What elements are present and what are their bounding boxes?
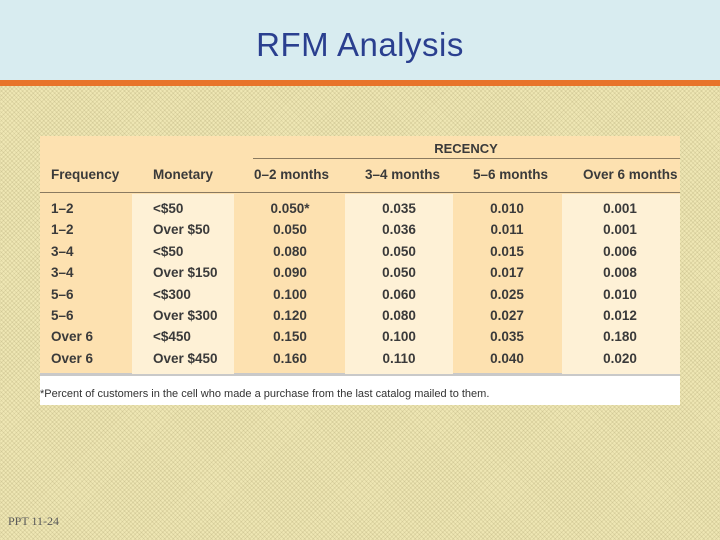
slide-title: RFM Analysis [256, 26, 464, 63]
cell-3-4-months: 0.080 [382, 308, 416, 323]
cell-monetary: <$300 [153, 286, 191, 302]
cell-0-2-months: 0.050 [273, 222, 307, 238]
table-figure: RECENCY Frequency Monetary 0–2 months 3–… [40, 136, 680, 405]
cell-5-6-months: 0.025 [490, 286, 524, 302]
cell-0-2-months: 0.090 [273, 265, 307, 281]
column-band-over-6-months [562, 194, 680, 374]
cell-monetary: <$50 [153, 243, 184, 259]
cell-over-6-months: 0.020 [603, 350, 637, 366]
cell-3-4-months: 0.050 [382, 265, 416, 281]
recency-underline [253, 158, 680, 159]
cell-over-6-months: 0.006 [603, 243, 637, 259]
slide-header: RFM Analysis [0, 0, 720, 80]
cell-0-2-months: 0.100 [273, 286, 307, 302]
cell-5-6-months: 0.015 [490, 243, 524, 259]
column-header-3-4-months: 3–4 months [365, 167, 441, 182]
column-header-frequency: Frequency [51, 167, 120, 182]
cell-5-6-months: 0.011 [490, 222, 524, 238]
cell-frequency: 5–6 [51, 308, 74, 323]
cell-frequency: 3–4 [51, 265, 74, 281]
cell-5-6-months: 0.010 [490, 201, 524, 216]
cell-frequency: Over 6 [51, 329, 94, 345]
column-header-over-6-months: Over 6 months [583, 167, 678, 182]
cell-over-6-months: 0.008 [603, 265, 637, 281]
cell-monetary: <$450 [153, 329, 191, 345]
cell-3-4-months: 0.036 [382, 222, 416, 238]
column-header-5-6-months: 5–6 months [473, 167, 549, 182]
header-rule [40, 192, 680, 193]
cell-0-2-months: 0.050* [270, 201, 310, 216]
cell-3-4-months: 0.060 [382, 286, 416, 302]
cell-frequency: 1–2 [51, 201, 74, 216]
cell-over-6-months: 0.180 [603, 329, 637, 345]
cell-frequency: Over 6 [51, 350, 94, 366]
cell-0-2-months: 0.150 [273, 329, 307, 345]
cell-monetary: Over $300 [153, 308, 218, 323]
cell-frequency: 5–6 [51, 286, 74, 302]
cell-3-4-months: 0.110 [382, 350, 416, 366]
column-header-monetary: Monetary [153, 167, 214, 182]
rfm-table: RECENCY Frequency Monetary 0–2 months 3–… [40, 136, 680, 376]
cell-3-4-months: 0.035 [382, 201, 416, 216]
column-band-monetary [132, 194, 234, 374]
cell-over-6-months: 0.012 [603, 308, 637, 323]
cell-5-6-months: 0.027 [490, 308, 524, 323]
cell-frequency: 1–2 [51, 222, 74, 238]
cell-over-6-months: 0.001 [603, 222, 637, 238]
cell-0-2-months: 0.080 [273, 243, 307, 259]
cell-3-4-months: 0.100 [382, 329, 416, 345]
column-band-3-4-months [345, 194, 453, 374]
cell-0-2-months: 0.120 [273, 308, 307, 323]
cell-monetary: Over $150 [153, 265, 218, 281]
column-header-0-2-months: 0–2 months [254, 167, 330, 182]
cell-5-6-months: 0.035 [490, 329, 524, 345]
cell-0-2-months: 0.160 [273, 350, 307, 366]
cell-3-4-months: 0.050 [382, 243, 416, 259]
cell-over-6-months: 0.010 [603, 286, 637, 302]
cell-monetary: Over $50 [153, 222, 211, 238]
table-footnote: *Percent of customers in the cell who ma… [40, 388, 490, 400]
cell-5-6-months: 0.017 [490, 265, 524, 281]
cell-5-6-months: 0.040 [490, 350, 524, 366]
cell-monetary: <$50 [153, 201, 184, 216]
page-number: PPT 11-24 [8, 514, 60, 528]
header-divider [0, 80, 720, 86]
cell-over-6-months: 0.001 [603, 201, 637, 216]
recency-group-header: RECENCY [434, 141, 498, 156]
cell-frequency: 3–4 [51, 243, 74, 259]
cell-monetary: Over $450 [153, 350, 218, 366]
